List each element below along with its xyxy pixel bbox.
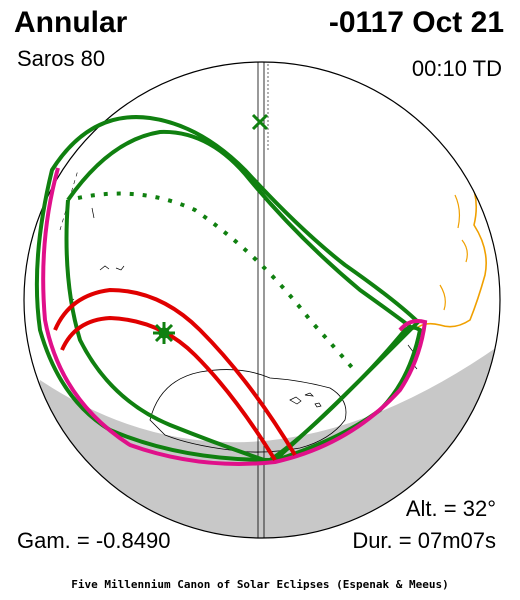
penumbral-limit-lower [64,199,271,464]
antarctic-islands [289,392,322,408]
sub-solar-marker [251,113,269,131]
greatest-eclipse-marker [153,322,175,344]
reference-dash [59,169,79,231]
eclipse-date: -0117 Oct 21 [328,6,504,39]
eclipse-type-title: Annular [14,6,128,39]
penumbral-limit-inner [66,129,414,330]
land-squiggle [99,265,125,271]
australia-coastline [439,194,468,311]
eclipse-time: 00:10 TD [411,56,502,81]
central-path-north-limit [53,287,297,457]
globe-border [23,61,501,539]
sun-altitude: Alt. = 32° [405,496,496,521]
source-credit: Five Millennium Canon of Solar Eclipses … [71,578,449,591]
saros-label: Saros 80 [17,46,106,71]
gamma-value: Gam. = -0.8490 [17,528,171,553]
rise-set-limit [41,167,428,466]
duration-value: Dur. = 07m07s [352,528,496,553]
